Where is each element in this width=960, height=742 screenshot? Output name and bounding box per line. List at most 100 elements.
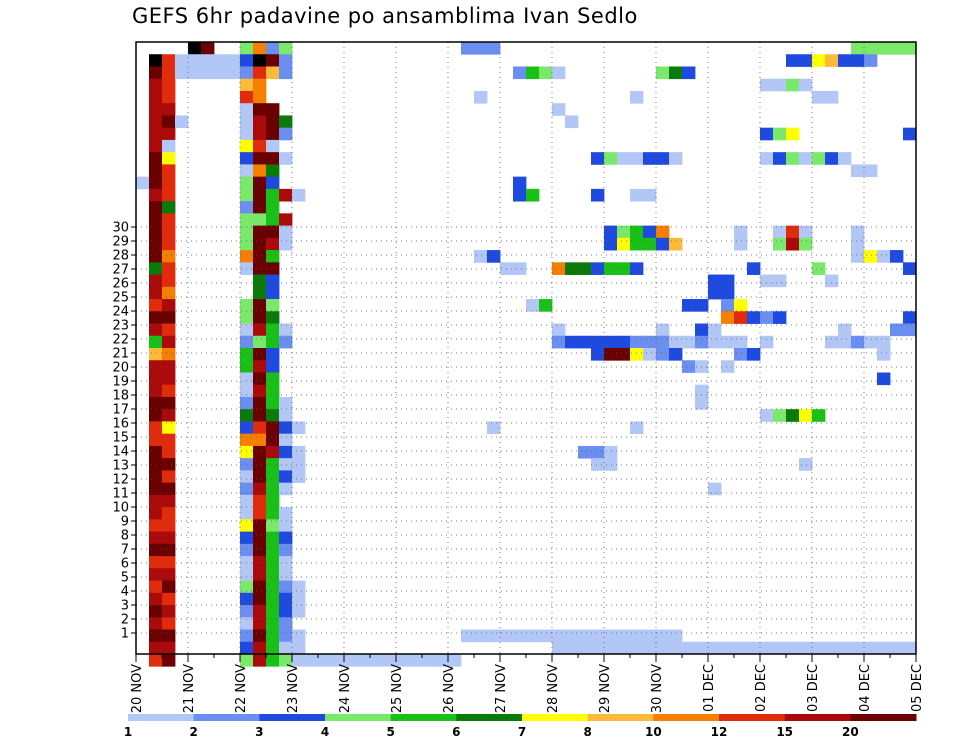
heatmap-cell [552,335,566,349]
y-tick-label: 24 [112,305,129,320]
heatmap-cell [656,641,670,655]
heatmap-cell [266,507,280,520]
heatmap-cell [266,543,280,557]
heatmap-cell [162,250,176,263]
heatmap-cell [253,262,267,275]
heatmap-cell [279,115,293,129]
heatmap-cell [851,237,865,251]
heatmap-cell [630,237,644,251]
heatmap-cell [162,335,176,349]
heatmap-cell [513,629,527,643]
heatmap-cell [253,78,267,92]
heatmap-cell [162,360,176,373]
heatmap-cell [266,103,280,116]
heatmap-cell [266,201,280,214]
heatmap-cell [539,629,553,643]
y-tick-label: 3 [121,599,129,614]
heatmap-cell [279,580,293,594]
heatmap-cell [903,641,917,655]
heatmap-cell [162,445,176,459]
heatmap-cell [292,654,306,667]
heatmap-cell [526,188,540,202]
y-tick-label: 20 [112,361,129,376]
heatmap-cell [682,641,696,655]
y-tick-label: 14 [112,445,129,460]
heatmap-cell [708,641,722,655]
heatmap-cell [240,188,254,202]
heatmap-cell [656,225,670,239]
heatmap-cell [266,409,280,422]
heatmap-cell [630,421,644,435]
heatmap-cell [279,66,293,80]
heatmap-cell [630,348,644,361]
colorbar-swatch [522,714,589,721]
heatmap-cell [773,311,787,324]
heatmap-cell [552,641,566,655]
heatmap-cell [253,421,267,435]
heatmap-cell [838,641,852,655]
heatmap-cell [240,90,254,104]
heatmap-cell [591,152,605,165]
heatmap-cell [760,409,774,422]
heatmap-cell [253,323,267,337]
heatmap-cell [149,78,163,92]
heatmap-cell [266,605,280,618]
heatmap-cell [812,262,826,275]
heatmap-cell [201,66,215,80]
heatmap-cell [266,42,280,55]
heatmap-cell [669,152,683,165]
heatmap-cell [240,66,254,80]
heatmap-cell [266,299,280,312]
heatmap-cell [695,384,709,398]
y-tick-label: 30 [112,221,129,236]
heatmap-cell [838,54,852,67]
heatmap-cell [864,164,878,178]
heatmap-cell [656,629,670,643]
heatmap-cell [136,176,150,190]
heatmap-cell [188,66,202,80]
heatmap-cell [240,409,254,422]
heatmap-cell [851,164,865,178]
heatmap-cell [149,556,163,569]
colorbar-swatch [390,714,457,721]
heatmap-cell [851,225,865,239]
heatmap-cell [266,348,280,361]
heatmap-cell [253,360,267,373]
heatmap-cell [240,78,254,92]
heatmap-cell [851,335,865,349]
heatmap-cell [266,225,280,239]
heatmap-cell [656,335,670,349]
colorbar-label: 1 [124,725,132,739]
heatmap-cell [149,519,163,532]
heatmap-cell [565,629,579,643]
heatmap-cell [825,152,839,165]
heatmap-cell [253,396,267,410]
heatmap-cell [799,409,813,422]
heatmap-cell [253,458,267,471]
heatmap-cell [279,654,293,667]
heatmap-cell [149,494,163,508]
heatmap-cell [864,641,878,655]
heatmap-cell [747,262,761,275]
y-tick-label: 13 [112,459,129,474]
heatmap-cell [162,299,176,312]
heatmap-cell [149,360,163,373]
heatmap-cell [266,396,280,410]
heatmap-cell [292,605,306,618]
y-tick-label: 2 [121,613,129,628]
heatmap-cell [890,323,904,337]
heatmap-cell [162,323,176,337]
y-tick-label: 19 [112,375,129,390]
colorbar-swatch [325,714,392,721]
heatmap-cell [292,445,306,459]
heatmap-cell [760,78,774,92]
heatmap-cell [708,323,722,337]
heatmap-cell [643,225,657,239]
y-tick-label: 8 [121,529,129,544]
heatmap-cell [669,629,683,643]
heatmap-cell [877,348,891,361]
heatmap-cell [162,115,176,129]
heatmap-cell [591,629,605,643]
heatmap-cell [162,78,176,92]
heatmap-cell [786,152,800,165]
